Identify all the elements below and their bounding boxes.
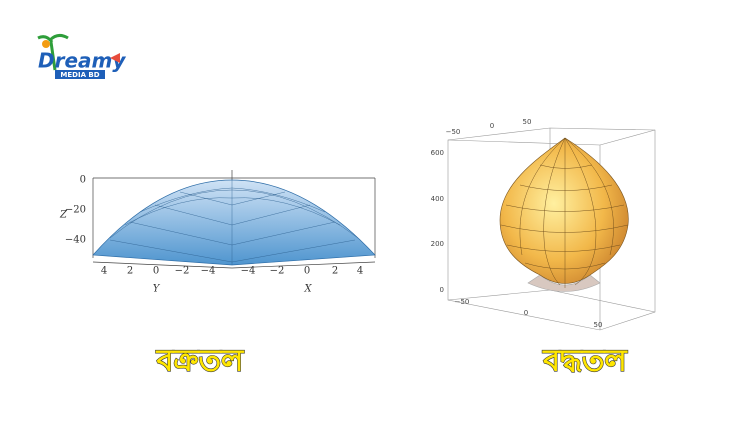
tick: 400 (431, 195, 444, 203)
z-tick: −40 (65, 235, 86, 246)
y-tick: 4 (101, 266, 107, 277)
tick: 50 (594, 321, 603, 329)
right-labels: −50 0 50 600 400 200 0 −50 0 50 বদ্ধতল (431, 118, 629, 379)
x-tick: −2 (270, 266, 285, 277)
tick: −50 (446, 128, 461, 136)
logo-sub: MEDIA BD (60, 71, 99, 79)
saddle-plot (92, 170, 376, 269)
tick: 0 (490, 122, 494, 130)
x-tick: 0 (304, 266, 310, 277)
caption: বদ্ধতল (542, 344, 628, 379)
tick: −50 (455, 298, 470, 306)
y-tick: 0 (153, 266, 159, 277)
caption: বক্রতল (156, 344, 245, 379)
y-tick: −4 (201, 266, 216, 277)
tick: 0 (440, 286, 444, 294)
z-tick: −20 (65, 205, 86, 216)
tick: 600 (431, 149, 444, 157)
tick: 200 (431, 240, 444, 248)
z-tick: 0 (80, 175, 86, 186)
x-label: X (303, 284, 312, 295)
tick: 50 (523, 118, 532, 126)
logo: Dreamy MEDIA BD (37, 33, 126, 79)
logo-name: Dreamy (38, 49, 126, 73)
tick: 0 (524, 309, 528, 317)
x-tick: 4 (357, 266, 363, 277)
y-label: Y (153, 284, 161, 295)
y-tick: 2 (127, 266, 133, 277)
onion-plot (447, 127, 656, 331)
y-tick: −2 (175, 266, 190, 277)
x-tick: 2 (332, 266, 338, 277)
x-tick: −4 (241, 266, 256, 277)
z-label: Z (59, 210, 68, 221)
left-labels: 0 −20 −40 Z 4 2 0 −2 −4 −4 −2 0 2 4 Y X … (59, 175, 363, 380)
